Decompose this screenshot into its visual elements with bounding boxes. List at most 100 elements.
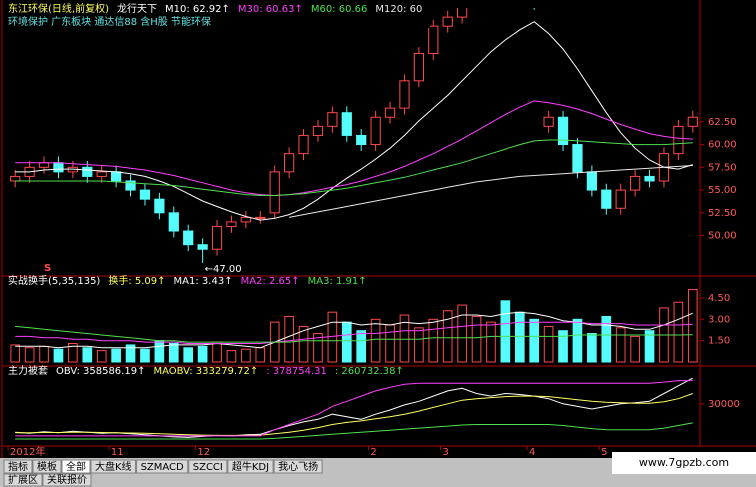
candle-body bbox=[269, 171, 280, 214]
volume-bar bbox=[212, 341, 222, 363]
candle-body bbox=[183, 230, 194, 246]
volume-bar bbox=[457, 304, 467, 363]
watermark-box bbox=[612, 452, 756, 474]
y-tick-label: 4.50 bbox=[708, 293, 730, 304]
volume-bar bbox=[370, 318, 381, 363]
tab[interactable]: 模板 bbox=[37, 460, 57, 473]
candle-body bbox=[312, 125, 324, 136]
y-tick-label: 1.50 bbox=[708, 336, 730, 347]
volume-bar bbox=[601, 315, 612, 363]
legend-text: OBV: 358586.19↑ bbox=[56, 366, 145, 377]
legend-text: : 260732.38↑ bbox=[335, 366, 404, 377]
footer-tab[interactable]: 扩展区 bbox=[8, 473, 38, 486]
line bbox=[15, 21, 693, 221]
volume-bar bbox=[298, 325, 309, 363]
volume-bar bbox=[241, 348, 251, 363]
volume-bar bbox=[385, 324, 395, 363]
volume-bar bbox=[486, 321, 496, 363]
candle-body bbox=[413, 53, 424, 82]
tab[interactable]: SZMACD bbox=[141, 462, 184, 473]
legend-text: M120: 60 bbox=[375, 4, 422, 15]
x-tick-label: 2012年 bbox=[10, 445, 45, 458]
candle-body bbox=[327, 112, 338, 127]
candle-body bbox=[240, 216, 251, 223]
candle-body bbox=[399, 80, 410, 109]
candle-body bbox=[442, 16, 453, 27]
candle-body bbox=[630, 175, 641, 191]
volume-bar bbox=[673, 301, 684, 363]
candle-body bbox=[38, 162, 50, 168]
candle-body bbox=[557, 116, 569, 146]
volume-bar bbox=[428, 318, 439, 363]
line bbox=[15, 378, 694, 438]
candle-body bbox=[673, 125, 684, 155]
y-tick-label: 3.00 bbox=[708, 314, 730, 325]
tab-box[interactable] bbox=[90, 459, 137, 474]
line bbox=[15, 321, 693, 344]
candle-body bbox=[572, 144, 583, 173]
candle-body bbox=[125, 180, 136, 191]
volume-bar bbox=[284, 315, 294, 363]
candle-body bbox=[284, 153, 295, 173]
candle-body bbox=[298, 134, 309, 155]
line bbox=[289, 165, 693, 218]
tab-box[interactable] bbox=[273, 459, 323, 474]
line bbox=[15, 393, 693, 436]
candle-body bbox=[370, 116, 381, 146]
volume-bar bbox=[558, 330, 568, 363]
candle-body bbox=[197, 244, 208, 250]
y-tick-label: 60.00 bbox=[708, 140, 737, 151]
candle-body bbox=[428, 25, 439, 55]
tab-box[interactable] bbox=[3, 459, 33, 474]
tab-box[interactable] bbox=[227, 459, 274, 474]
volume-bar bbox=[529, 318, 540, 363]
volume-bar bbox=[226, 350, 237, 363]
tab-box[interactable] bbox=[32, 459, 62, 474]
candle-body bbox=[226, 221, 237, 227]
tab[interactable]: 全部 bbox=[66, 460, 86, 473]
x-tick-label: 5 bbox=[601, 447, 607, 458]
footer-tab[interactable]: 关联报价 bbox=[47, 473, 87, 486]
volume-bar bbox=[644, 330, 655, 363]
legend-text: 换手: 5.09↑ bbox=[108, 274, 165, 287]
tab[interactable]: 我心飞扬 bbox=[278, 460, 318, 473]
volume-bar bbox=[125, 344, 136, 363]
tab-box[interactable] bbox=[61, 459, 91, 474]
candle-body bbox=[139, 189, 151, 200]
candle-body bbox=[10, 175, 21, 182]
header-bg bbox=[6, 2, 430, 28]
volume-bar bbox=[587, 333, 597, 363]
tab[interactable]: SZCCI bbox=[193, 462, 223, 473]
candle-body bbox=[154, 198, 165, 214]
volume-bar bbox=[442, 310, 453, 363]
y-tick-label: 62.50 bbox=[708, 117, 737, 128]
volume-bar bbox=[197, 345, 208, 363]
legend-text: M10: 62.92↑ bbox=[165, 4, 230, 15]
volume-bar bbox=[615, 327, 626, 363]
x-tick-label: 4 bbox=[529, 447, 535, 458]
candle-body bbox=[82, 166, 93, 177]
candle-body bbox=[687, 116, 698, 127]
tab-box[interactable] bbox=[136, 459, 189, 474]
candle-body bbox=[543, 116, 554, 127]
footer-box[interactable] bbox=[3, 473, 43, 487]
candle-body bbox=[356, 134, 367, 146]
volume-bar bbox=[630, 335, 640, 363]
volume-bar bbox=[514, 311, 525, 363]
candle-body bbox=[341, 112, 352, 136]
tab-box[interactable] bbox=[188, 459, 228, 474]
x-tick-label: 3 bbox=[443, 447, 449, 458]
legend-text: 龙行天下 bbox=[117, 2, 157, 15]
legend-text: M60: 60.66 bbox=[311, 4, 368, 15]
volume-bar bbox=[53, 348, 64, 363]
tab[interactable]: 超牛KDJ bbox=[232, 460, 269, 473]
legend-text: MAOBV: 333279.72↑ bbox=[153, 366, 258, 377]
volume-bar bbox=[414, 327, 424, 363]
volume-bar bbox=[168, 343, 179, 363]
candle-body bbox=[384, 107, 396, 118]
footer-box[interactable] bbox=[42, 473, 92, 487]
tab[interactable]: 指标 bbox=[8, 460, 28, 473]
tab[interactable]: 大盘K线 bbox=[95, 460, 132, 473]
